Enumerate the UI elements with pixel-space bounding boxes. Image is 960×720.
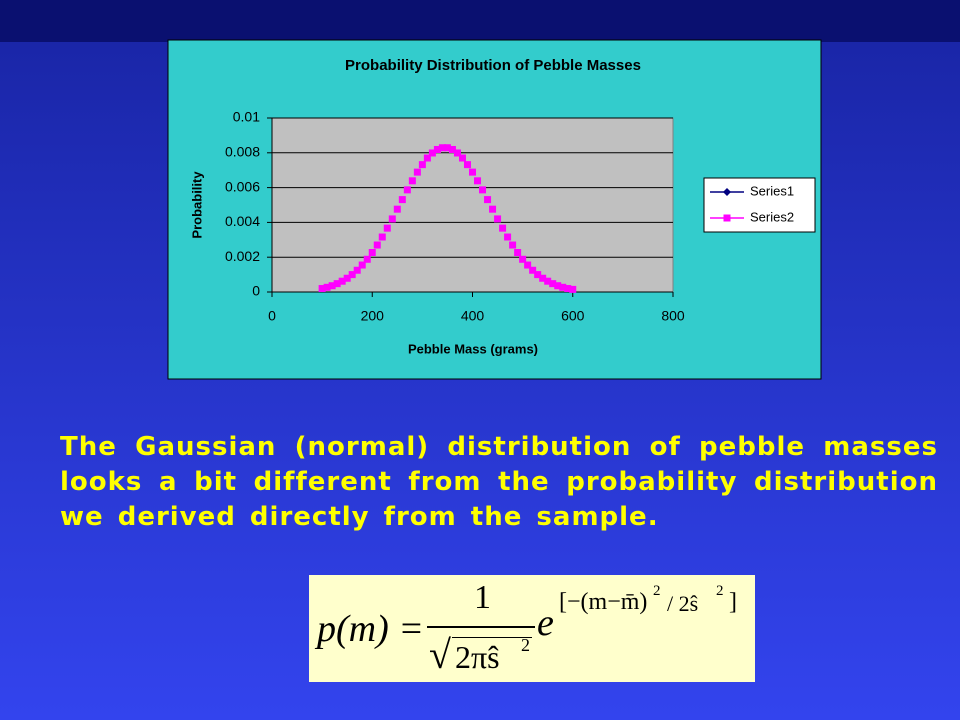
marker <box>413 168 421 176</box>
marker <box>499 224 507 232</box>
marker <box>539 274 547 282</box>
formula-radicand: 2πŝ <box>455 639 500 675</box>
plot-area <box>271 117 674 293</box>
marker <box>343 274 351 282</box>
formula-radicand-exp: 2 <box>521 635 530 655</box>
marker <box>383 224 391 232</box>
marker <box>373 241 381 249</box>
marker <box>504 233 512 241</box>
marker <box>363 255 371 263</box>
formula-numerator: 1 <box>474 579 491 616</box>
marker <box>388 215 396 223</box>
y-tick-label: 0.004 <box>225 213 260 229</box>
marker <box>428 149 436 157</box>
marker <box>353 266 361 274</box>
paragraph: The Gaussian (normal) distribution of pe… <box>60 432 938 532</box>
legend <box>703 177 816 233</box>
x-tick-label: 200 <box>361 308 385 324</box>
marker <box>418 161 426 169</box>
marker <box>323 283 331 291</box>
marker <box>398 196 406 204</box>
marker <box>393 205 401 213</box>
marker <box>519 255 527 263</box>
marker <box>423 154 431 162</box>
x-tick-label: 0 <box>268 308 276 324</box>
x-axis-label: Pebble Mass (grams) <box>408 341 538 356</box>
marker <box>463 161 471 169</box>
marker <box>549 280 557 288</box>
marker <box>564 285 572 293</box>
legend-marker <box>723 188 731 196</box>
x-tick-label: 600 <box>561 308 585 324</box>
chart-title: Probability Distribution of Pebble Masse… <box>345 57 641 74</box>
marker <box>554 282 562 290</box>
formula-exp-sq2: 2 <box>716 583 724 599</box>
marker <box>328 282 336 290</box>
marker <box>403 186 411 194</box>
marker <box>559 283 567 291</box>
x-tick-label: 800 <box>661 308 685 324</box>
y-tick-label: 0.006 <box>225 178 260 194</box>
marker <box>514 249 522 257</box>
marker <box>509 241 517 249</box>
y-axis-label: Probability <box>189 171 204 239</box>
marker <box>453 149 461 157</box>
marker <box>443 144 451 152</box>
legend-label: Series2 <box>750 209 794 224</box>
marker <box>448 145 456 153</box>
marker <box>484 196 492 204</box>
formula: p(m) = 1 √ 2πŝ 2 e [−(m−m̄) 2 / 2ŝ 2 ] <box>309 575 755 682</box>
marker <box>529 266 537 274</box>
marker <box>318 285 326 293</box>
chart: Probability Distribution of Pebble Masse… <box>167 39 822 380</box>
formula-lhs: p(m) = <box>317 608 424 650</box>
marker <box>338 277 346 285</box>
x-tick-label: 400 <box>461 308 485 324</box>
y-tick-label: 0.002 <box>225 248 260 264</box>
legend-marker <box>723 214 731 222</box>
marker <box>378 233 386 241</box>
formula-exp-end: ] <box>729 589 737 615</box>
marker <box>524 261 532 269</box>
marker <box>469 168 476 176</box>
marker <box>534 271 542 279</box>
marker <box>358 261 366 269</box>
marker <box>494 215 502 223</box>
y-tick-label: 0 <box>252 283 260 299</box>
formula-exp-rest: / 2ŝ <box>667 591 699 616</box>
marker <box>433 145 441 153</box>
marker <box>458 154 466 162</box>
marker <box>333 280 341 288</box>
marker <box>408 177 416 185</box>
y-tick-label: 0.01 <box>233 109 260 125</box>
formula-exponent: [−(m−m̄) <box>559 589 648 615</box>
legend-label: Series1 <box>750 183 794 198</box>
sqrt-sign: √ <box>429 632 451 677</box>
marker <box>544 277 552 285</box>
formula-base: e <box>537 602 554 644</box>
formula-exp-sq: 2 <box>653 583 661 599</box>
marker <box>569 285 577 293</box>
marker <box>474 177 482 185</box>
marker <box>348 271 356 279</box>
fraction-bar <box>427 626 535 628</box>
marker <box>368 249 376 257</box>
marker <box>479 186 487 194</box>
marker <box>438 144 446 152</box>
marker <box>489 205 497 213</box>
y-tick-label: 0.008 <box>225 144 260 160</box>
sqrt-bar <box>452 637 532 638</box>
